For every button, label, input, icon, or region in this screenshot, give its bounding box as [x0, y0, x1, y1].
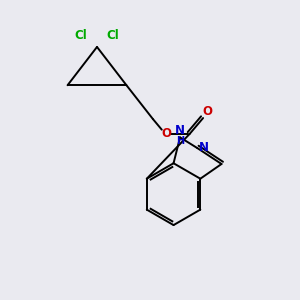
Text: N: N	[175, 124, 185, 137]
Text: O: O	[161, 127, 171, 140]
Text: Cl: Cl	[74, 29, 87, 42]
Text: H: H	[177, 136, 185, 146]
Text: Cl: Cl	[107, 29, 120, 42]
Text: N: N	[199, 141, 208, 154]
Text: O: O	[202, 105, 212, 118]
